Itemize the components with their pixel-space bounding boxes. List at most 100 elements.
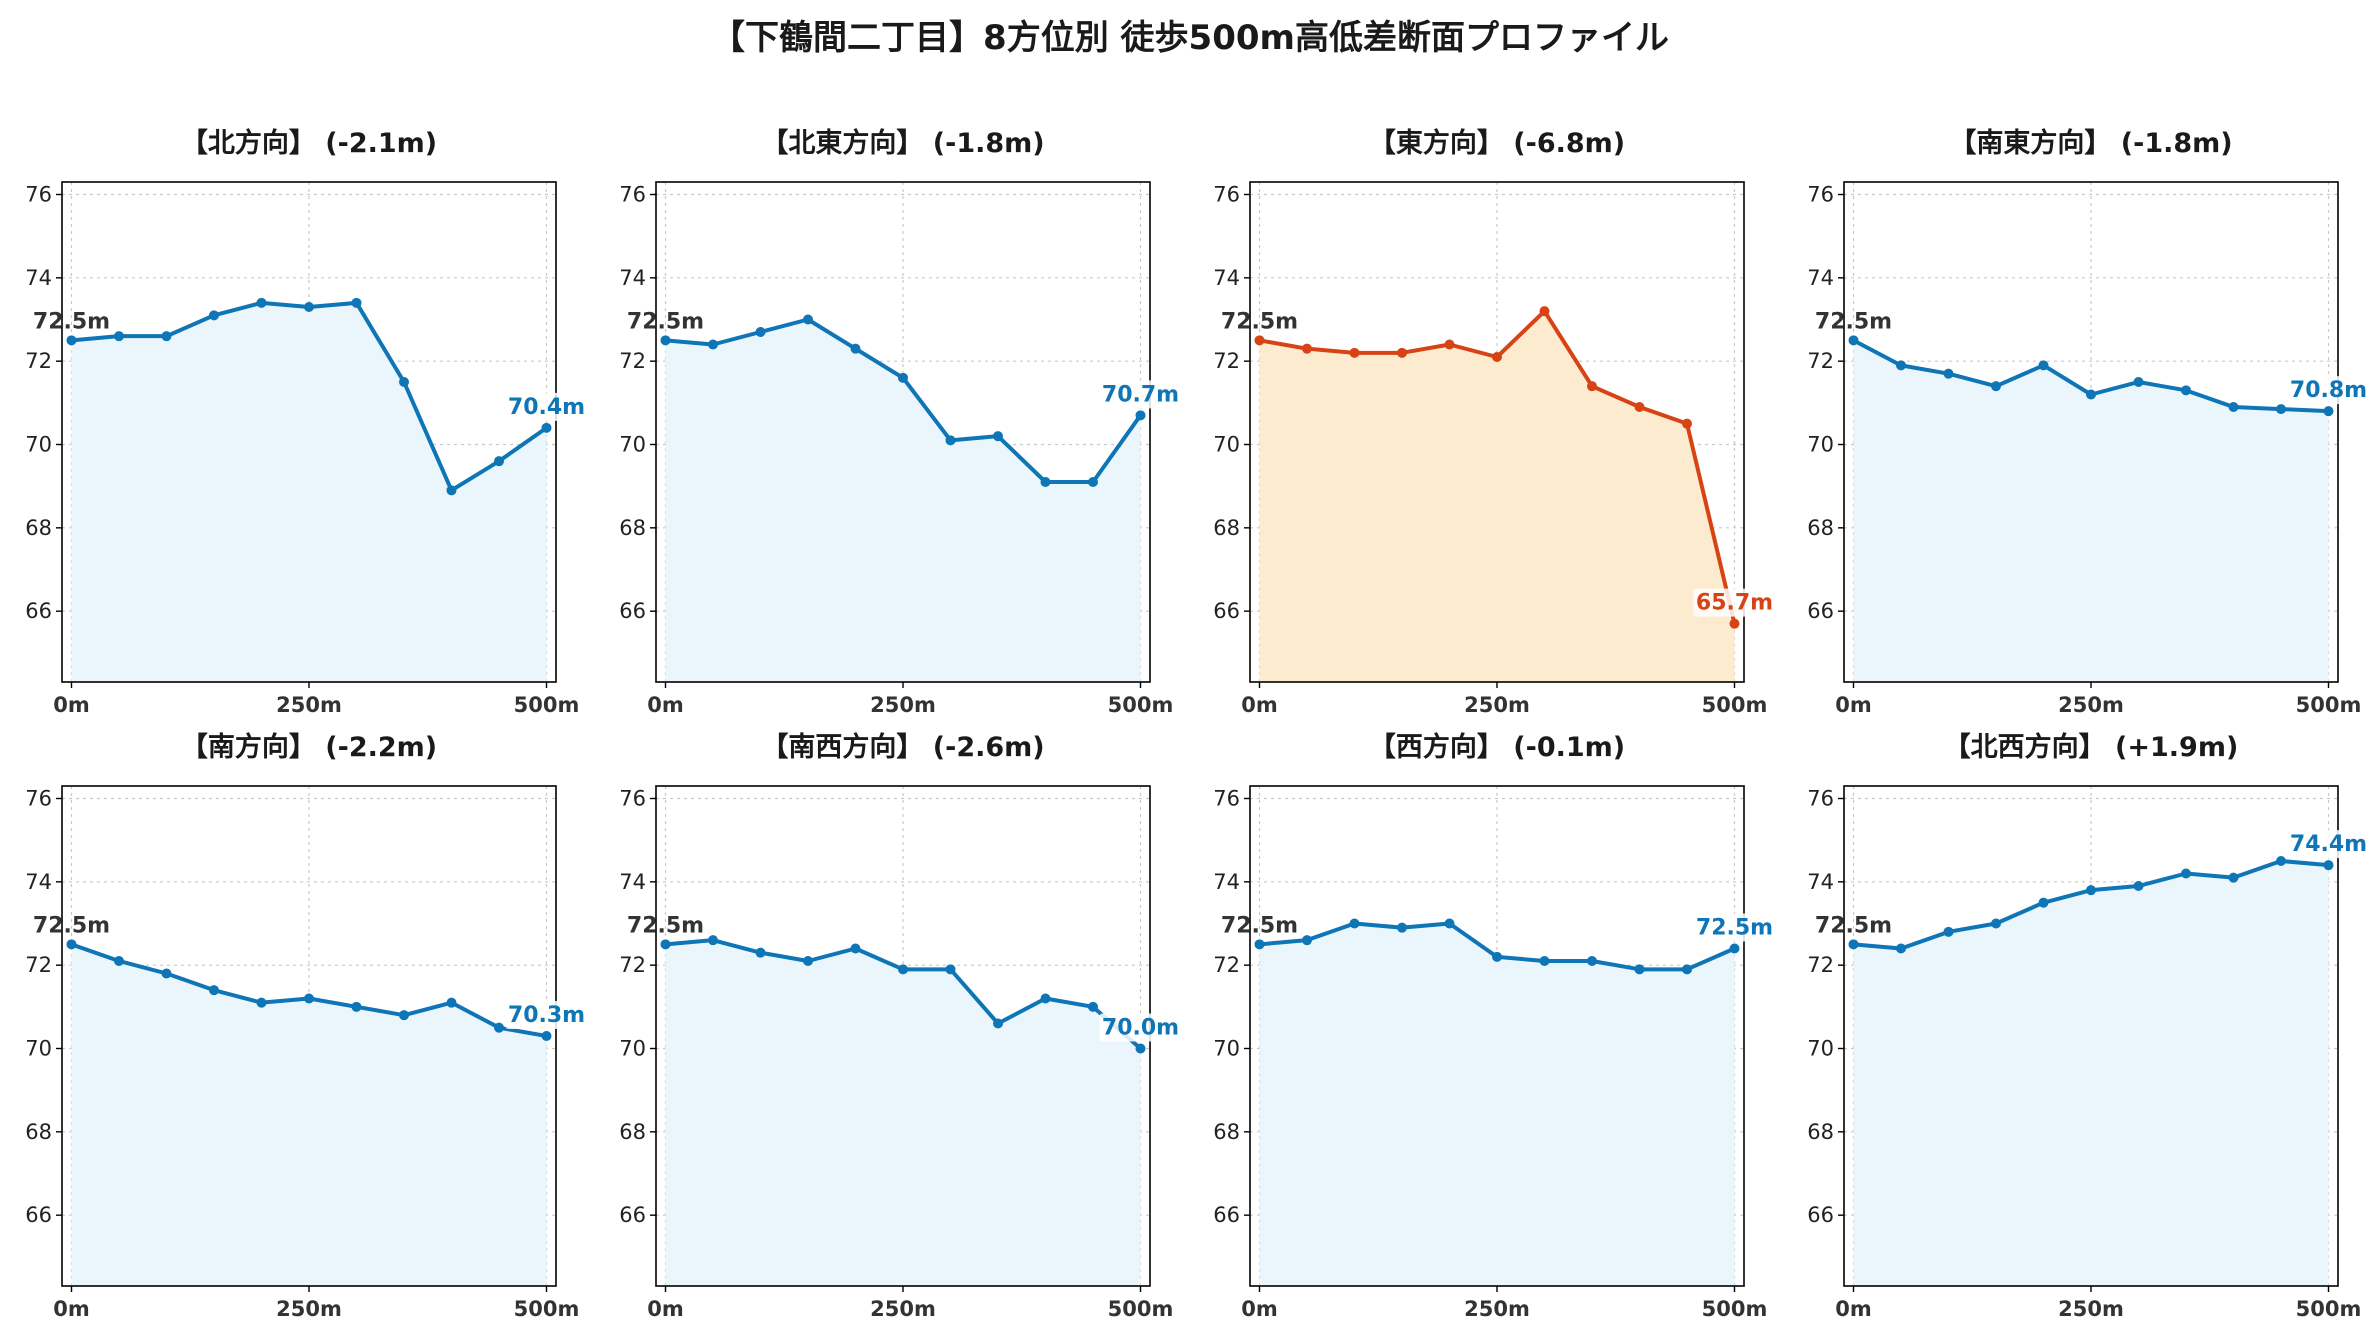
end-label-box <box>2287 376 2370 405</box>
y-tick-label: 74 <box>25 266 52 290</box>
area-fill <box>1853 340 2329 682</box>
end-label-box <box>505 1001 588 1029</box>
x-tick-label: 250m <box>276 693 342 717</box>
start-elevation-label: 72.5m <box>33 309 110 334</box>
y-tick-label: 68 <box>619 1120 646 1144</box>
x-tick-label: 500m <box>514 1297 580 1321</box>
panel-title: 【南東方向】 (-1.8m) <box>1949 127 2232 159</box>
end-elevation-label: 70.0m <box>1102 1016 1179 1041</box>
y-tick-label: 70 <box>1213 433 1240 457</box>
x-tick-label: 0m <box>53 1297 90 1321</box>
data-point <box>1444 918 1455 929</box>
y-tick-label: 68 <box>1807 1120 1834 1144</box>
data-point <box>1492 951 1502 962</box>
area-fill <box>71 302 547 682</box>
y-tick-label: 70 <box>619 433 646 457</box>
data-point <box>2181 868 2191 879</box>
data-point <box>2228 872 2239 883</box>
data-point <box>541 1031 552 1041</box>
data-point <box>1302 343 1312 354</box>
x-tick-label: 0m <box>1835 693 1872 717</box>
y-tick-label: 76 <box>619 183 646 207</box>
data-point <box>1397 922 1407 933</box>
x-tick-label: 500m <box>2296 1297 2362 1321</box>
elevation-panel-2: 【東方向】 (-6.8m) 66 68 70 72 74 76 0m 250m 500m 72.5m… <box>1213 127 1776 717</box>
data-point <box>446 485 457 496</box>
y-tick-label: 68 <box>1213 516 1240 540</box>
x-tick-label: 250m <box>2058 1297 2124 1321</box>
data-point <box>1539 306 1550 317</box>
end-label-box <box>1693 588 1776 617</box>
data-point <box>2133 881 2144 891</box>
data-point <box>1943 926 1954 937</box>
panel-title: 【北西方向】 (+1.9m) <box>1944 731 2239 763</box>
y-tick-label: 76 <box>1213 183 1240 207</box>
data-point <box>1088 1001 1098 1012</box>
data-point <box>1040 993 1051 1004</box>
data-point <box>446 997 457 1008</box>
data-point <box>114 331 124 342</box>
data-point <box>1254 335 1265 346</box>
x-tick-label: 0m <box>53 693 90 717</box>
end-elevation-label: 70.7m <box>1102 382 1179 407</box>
end-label-box <box>505 392 588 421</box>
x-tick-label: 250m <box>870 693 936 717</box>
end-elevation-label: 70.8m <box>2290 378 2367 403</box>
area-fill <box>1259 923 1735 1286</box>
data-point <box>2276 404 2286 415</box>
data-point <box>114 956 124 966</box>
x-tick-label: 500m <box>1702 1297 1768 1321</box>
y-tick-label: 74 <box>1807 266 1834 290</box>
x-tick-label: 500m <box>2296 693 2362 717</box>
data-point <box>351 1001 362 1012</box>
y-tick-label: 76 <box>25 183 52 207</box>
y-tick-label: 66 <box>1807 1203 1834 1227</box>
elevation-panel-3: 【南東方向】 (-1.8m) 66 68 70 72 74 76 0m 250m 500m 72.5… <box>1807 127 2370 717</box>
data-point <box>1848 939 1859 950</box>
y-tick-label: 68 <box>25 1120 52 1144</box>
y-tick-label: 70 <box>1807 433 1834 457</box>
data-point <box>1254 939 1265 950</box>
x-tick-label: 0m <box>647 693 684 717</box>
y-tick-label: 74 <box>1213 266 1240 290</box>
y-tick-label: 66 <box>1213 599 1240 623</box>
data-point <box>161 968 172 979</box>
data-point <box>209 985 219 996</box>
x-tick-label: 0m <box>1241 693 1278 717</box>
data-point <box>351 297 362 308</box>
data-point <box>1682 418 1692 429</box>
data-point <box>161 331 172 342</box>
data-point <box>898 372 908 383</box>
data-point <box>1135 1043 1146 1054</box>
area-fill <box>665 940 1141 1286</box>
y-tick-label: 72 <box>619 349 646 373</box>
y-tick-label: 70 <box>1213 1037 1240 1061</box>
y-tick-label: 66 <box>1213 1203 1240 1227</box>
data-point <box>755 947 766 958</box>
panel-title: 【北東方向】 (-1.8m) <box>761 127 1044 159</box>
data-point <box>2133 377 2144 387</box>
data-point <box>2038 360 2049 371</box>
data-point <box>1088 477 1098 487</box>
data-point <box>2276 856 2286 866</box>
data-point <box>1587 956 1597 966</box>
data-point <box>2228 402 2239 412</box>
y-tick-label: 76 <box>1807 787 1834 811</box>
end-label-box <box>2287 830 2370 859</box>
data-point <box>1444 339 1455 350</box>
x-tick-label: 0m <box>647 1297 684 1321</box>
data-point <box>1634 964 1645 975</box>
data-point <box>803 314 813 325</box>
start-elevation-label: 72.5m <box>627 309 704 334</box>
elevation-panel-7: 【北西方向】 (+1.9m) 66 68 70 72 74 76 0m 250m 500m 72.5… <box>1807 731 2370 1321</box>
data-point <box>1040 477 1051 487</box>
data-point <box>1991 918 2001 929</box>
data-point <box>1135 410 1146 421</box>
data-point <box>1896 943 1906 954</box>
data-point <box>1302 935 1312 946</box>
data-point <box>2181 385 2191 396</box>
data-point <box>850 343 861 354</box>
y-tick-label: 74 <box>619 266 646 290</box>
y-tick-label: 76 <box>1213 787 1240 811</box>
y-tick-label: 74 <box>1213 870 1240 894</box>
